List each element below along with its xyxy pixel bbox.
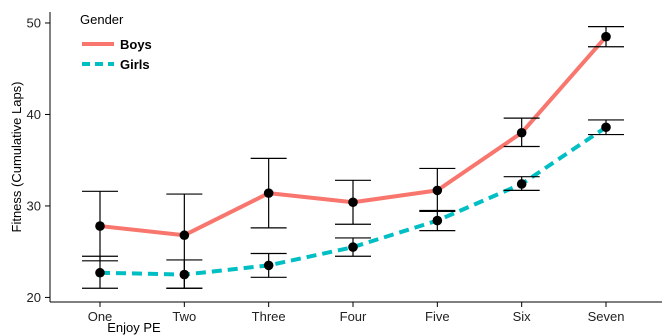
x-tick-label-two: Two — [172, 309, 196, 324]
data-point-girls-three — [263, 260, 274, 271]
data-point-boys-six — [516, 127, 527, 138]
y-tick-label-50: 50 — [27, 15, 41, 30]
legend: Gender Boys Girls — [80, 12, 152, 72]
x-axis-title: Enjoy PE — [107, 320, 161, 335]
data-point-girls-four — [348, 242, 358, 252]
x-tick-label-one: One — [88, 309, 113, 324]
ticks: 20 30 40 50 One Two Three Four Five Six Seven — [27, 15, 625, 324]
data-point-girls-seven — [601, 122, 611, 133]
y-tick-label-40: 40 — [27, 107, 41, 122]
data-point-girls-one — [95, 267, 105, 278]
x-tick-label-four: Four — [340, 309, 367, 324]
data-points — [95, 31, 611, 280]
data-point-boys-five — [432, 185, 443, 196]
x-tick-label-seven: Seven — [588, 309, 625, 324]
legend-label-boys: Boys — [120, 37, 152, 52]
x-tick-label-five: Five — [425, 309, 450, 324]
data-point-boys-three — [263, 188, 274, 198]
axes — [49, 12, 662, 303]
data-point-girls-six — [516, 179, 527, 189]
data-point-girls-two — [179, 269, 190, 280]
y-tick-label-30: 30 — [27, 198, 41, 213]
x-tick-label-six: Six — [513, 309, 532, 324]
data-point-boys-one — [95, 221, 105, 231]
data-point-girls-five — [432, 215, 443, 226]
y-axis-title: Fitness (Cumulative Laps) — [9, 82, 24, 233]
data-point-boys-seven — [601, 31, 611, 42]
x-tick-label-three: Three — [252, 309, 286, 324]
legend-label-girls: Girls — [120, 57, 150, 72]
data-point-boys-four — [348, 197, 358, 208]
legend-title: Gender — [80, 12, 124, 27]
data-point-boys-two — [179, 230, 190, 241]
y-tick-label-20: 20 — [27, 290, 41, 305]
